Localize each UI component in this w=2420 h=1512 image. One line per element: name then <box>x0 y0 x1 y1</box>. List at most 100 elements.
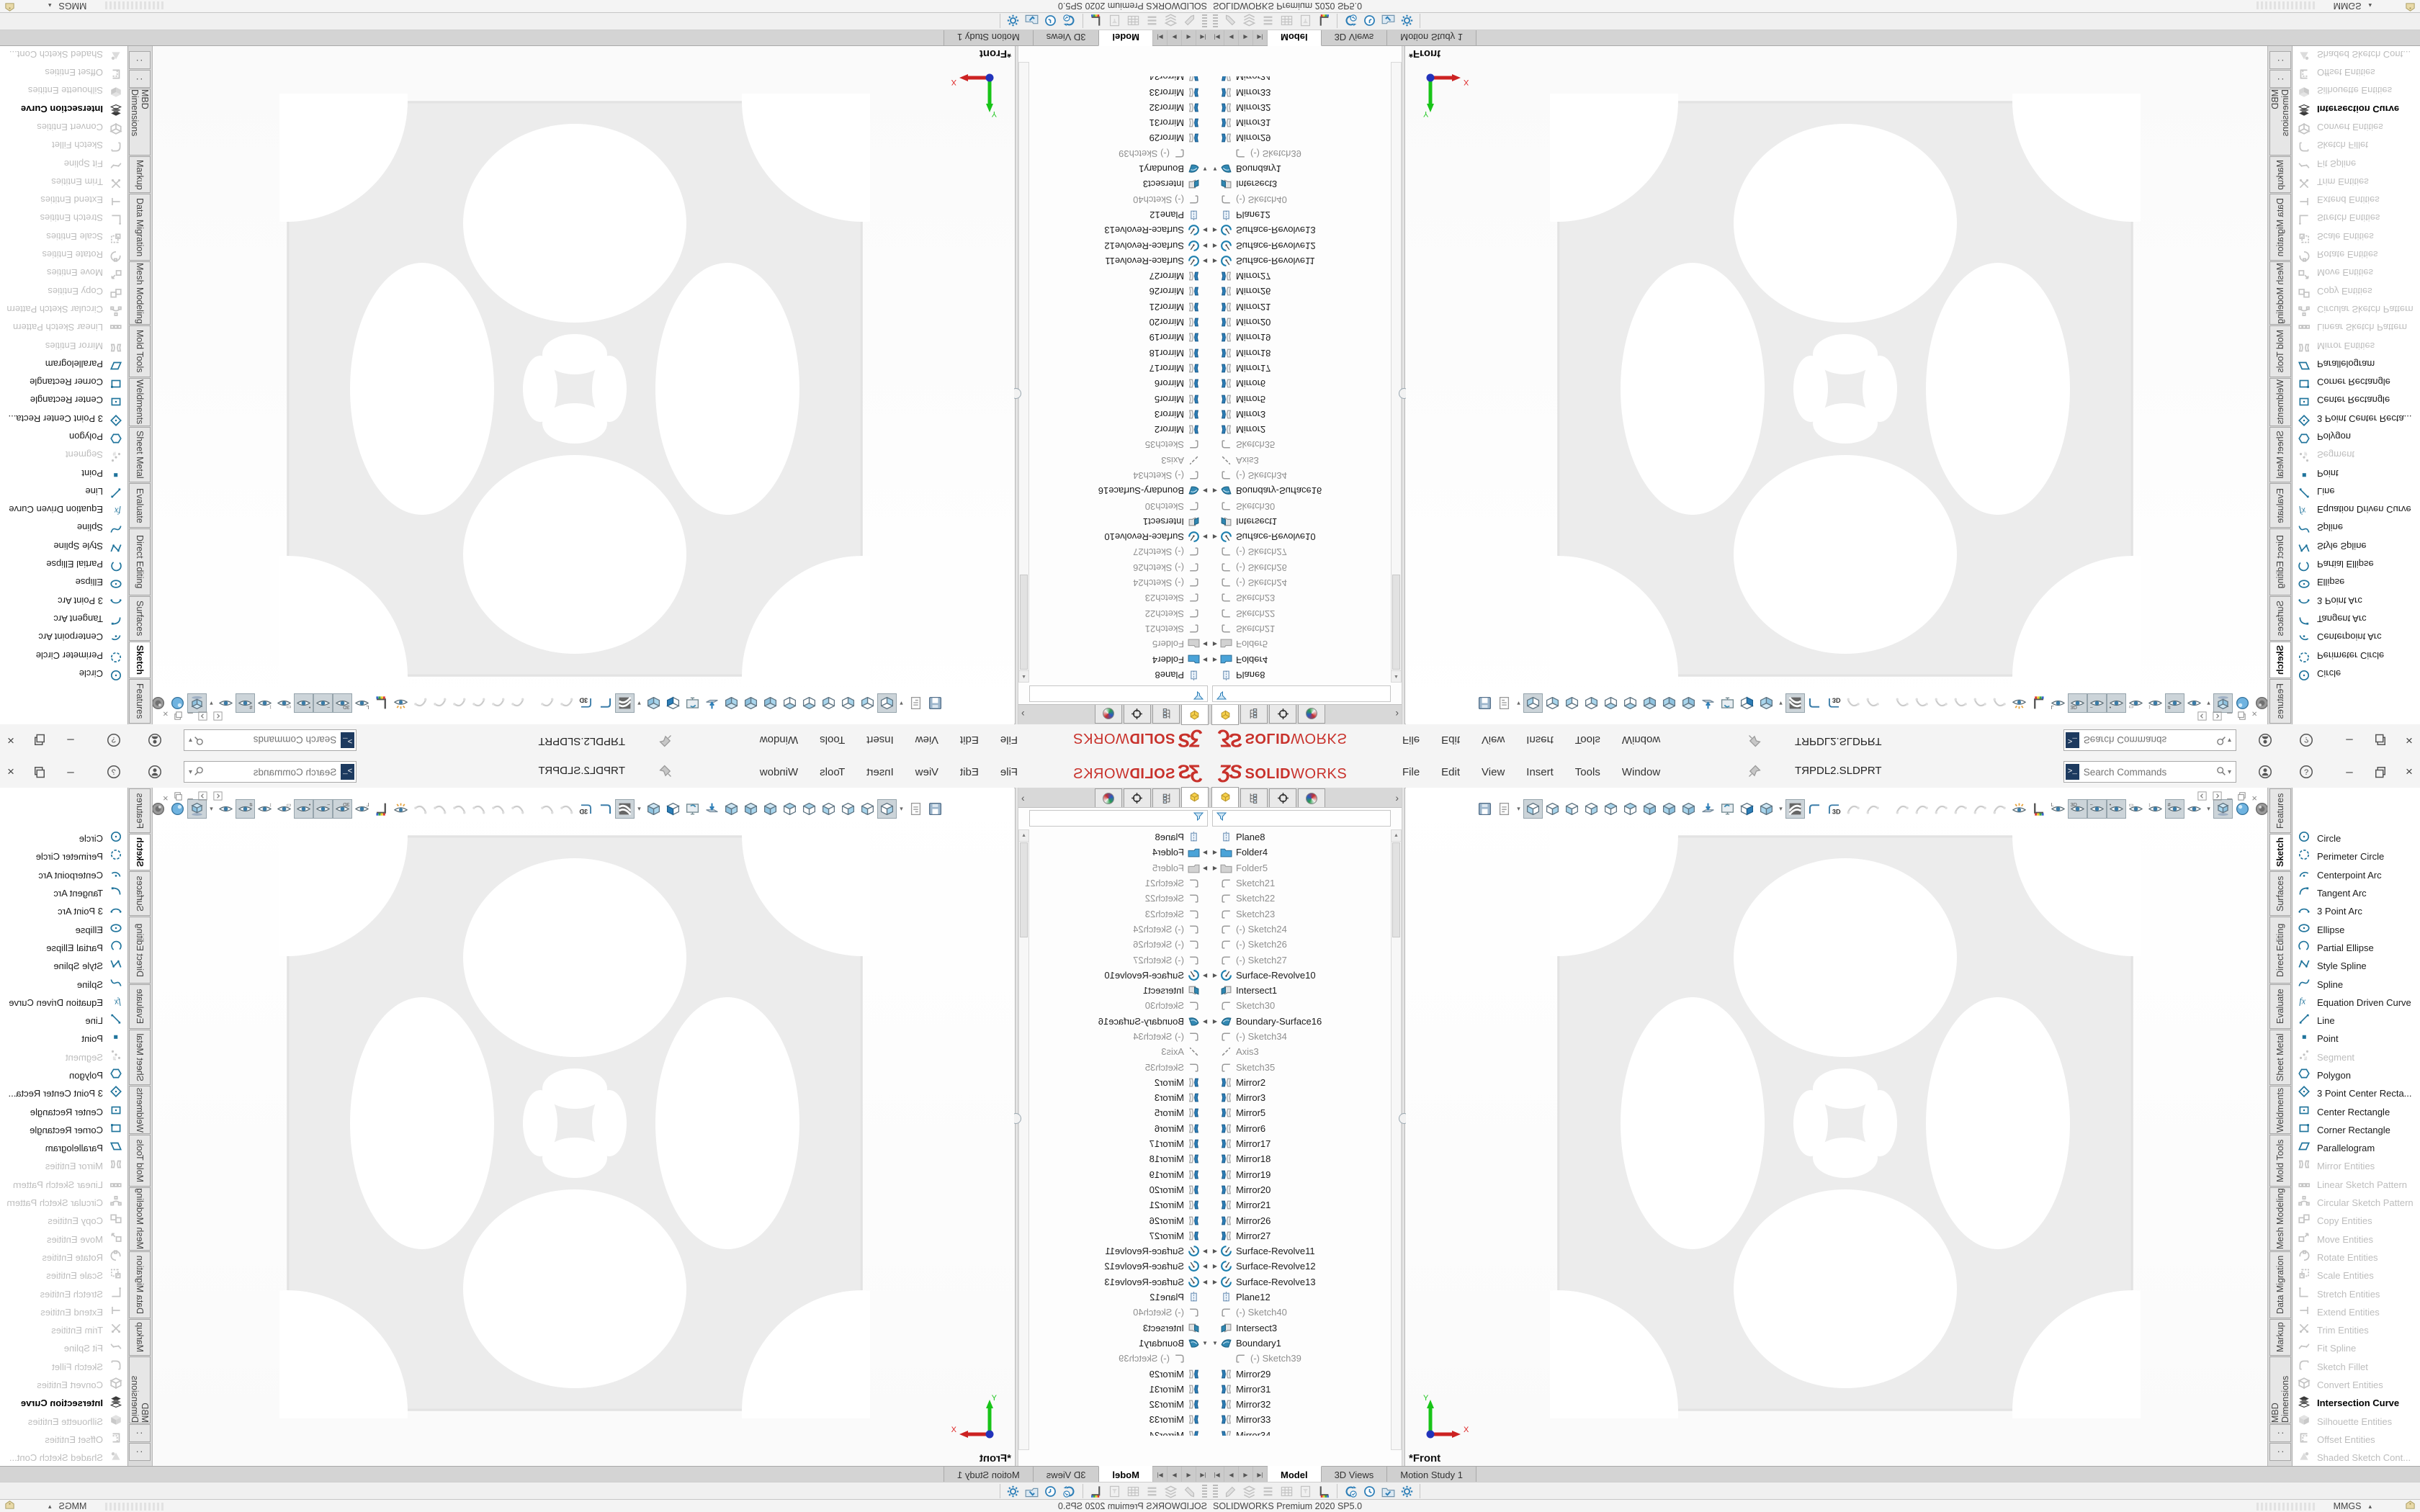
menu-item-intersection-curve[interactable]: Intersection Curve <box>2293 100 2420 118</box>
doc-tab-model[interactable]: Model <box>1098 30 1152 46</box>
menu-item-point[interactable]: Point <box>0 464 127 482</box>
tab-nav-button-2[interactable]: ▶ <box>1167 30 1181 45</box>
menu-item-extend-entities[interactable]: Extend Entities <box>2293 1303 2420 1321</box>
tree-row[interactable]: Mirror32 <box>1030 100 1210 115</box>
helix-ghost-icon[interactable] <box>1990 799 2009 819</box>
tree-row[interactable]: Sketch23 <box>1030 590 1210 606</box>
tree-row[interactable]: Plane8 <box>1030 667 1210 683</box>
view-axes-icon[interactable]: ↕ <box>255 693 274 713</box>
menu-item-view[interactable]: View <box>915 765 938 778</box>
tree-row[interactable]: ▶ Boundary-Surface16 <box>1210 1014 1390 1029</box>
command-tab-weldments[interactable]: Weldments <box>2269 1086 2291 1134</box>
tab-nav-button-3[interactable]: ▶| <box>1152 1467 1167 1482</box>
search-commands-box[interactable]: >_ ▾ <box>184 729 357 751</box>
hide-all-types-icon[interactable] <box>2184 693 2204 713</box>
command-tab--[interactable]: : <box>2269 1443 2291 1461</box>
menu-item-intersection-curve[interactable]: Intersection Curve <box>0 100 127 118</box>
view-dimetric-icon[interactable] <box>1679 693 1698 713</box>
menu-item-style-spline[interactable]: Style Spline <box>2293 537 2420 555</box>
doc-tab-model[interactable]: Model <box>1268 1466 1322 1482</box>
expand-arrow-icon[interactable]: ▶ <box>1202 257 1208 264</box>
view-back-icon[interactable] <box>1543 693 1562 713</box>
tag-icon[interactable] <box>2405 1500 2416 1512</box>
command-tab-evaluate[interactable]: Evaluate <box>2269 483 2291 528</box>
menu-item-centerpoint-arc[interactable]: Centerpoint Arc <box>2293 628 2420 646</box>
menu-item-fit-spline[interactable]: Fit Spline <box>0 1339 127 1357</box>
tree-row[interactable]: Mirror21 <box>1210 1197 1390 1212</box>
zebra-stripes-icon[interactable] <box>1785 799 1805 819</box>
markup-pen-icon[interactable] <box>1221 13 1240 29</box>
panel-splitter[interactable] <box>1010 46 1021 724</box>
command-tab-mbd-dimensions[interactable]: MBD Dimensions <box>129 1356 151 1423</box>
normal-to-icon[interactable] <box>1698 693 1718 713</box>
menu-item-edit[interactable]: Edit <box>959 765 979 778</box>
menu-item-window[interactable]: Window <box>1621 765 1661 778</box>
menu-item-perimeter-circle[interactable]: Perimeter Circle <box>0 646 127 664</box>
tree-row[interactable]: (-) Sketch34 <box>1210 1029 1390 1044</box>
help-button[interactable]: ? <box>104 731 123 750</box>
tree-row[interactable]: Intersect1 <box>1030 514 1210 529</box>
tree-row[interactable]: Plane8 <box>1210 829 1390 845</box>
units-selector[interactable]: MMGS <box>2333 1 2362 11</box>
tree-scrollbar[interactable]: ▲ <box>1391 829 1402 1450</box>
tree-row[interactable]: ▶ Surface-Revolve12 <box>1030 1259 1210 1274</box>
command-tab-mbd-dimensions[interactable]: MBD Dimensions <box>129 89 151 156</box>
menu-item-line[interactable]: Line <box>0 482 127 500</box>
tree-row[interactable]: Intersect3 <box>1210 176 1390 192</box>
perspective-icon[interactable] <box>557 693 576 713</box>
menu-item-spline[interactable]: Spline <box>2293 518 2420 536</box>
menu-item-segment[interactable]: # Segment <box>0 446 127 464</box>
tree-row[interactable]: Sketch23 <box>1030 906 1210 921</box>
units-caret-icon[interactable]: ▴ <box>48 2 52 10</box>
tree-row[interactable]: Mirror6 <box>1030 1121 1210 1136</box>
tree-row[interactable]: Sketch35 <box>1030 1059 1210 1074</box>
tree-row[interactable]: Mirror19 <box>1210 1167 1390 1182</box>
command-tab-mbd-dimensions[interactable]: MBD Dimensions <box>2269 1356 2291 1423</box>
restore-button[interactable] <box>2371 731 2390 750</box>
command-tab-data-migration[interactable]: Data Migration <box>2269 194 2291 261</box>
display-style-caret[interactable]: ▾ <box>1779 805 1783 812</box>
publish-document-icon[interactable] <box>906 799 926 819</box>
collapse-arrow-icon[interactable]: ▼ <box>1202 1339 1208 1346</box>
menu-item-tools[interactable]: Tools <box>820 734 846 747</box>
tree-row[interactable]: Mirror31 <box>1210 115 1390 130</box>
menu-item-insert[interactable]: Insert <box>1526 734 1554 747</box>
command-tab-sheet-metal[interactable]: Sheet Metal <box>2269 427 2291 482</box>
tree-row[interactable]: (-) Sketch40 <box>1210 192 1390 207</box>
tree-row[interactable]: Intersect3 <box>1030 1320 1210 1336</box>
render-sphere-icon[interactable] <box>2252 693 2272 713</box>
tree-row[interactable]: Mirror27 <box>1030 1228 1210 1243</box>
pin-icon[interactable] <box>658 764 673 778</box>
menu-item-move-entities[interactable]: Move Entities <box>2293 1230 2420 1248</box>
doc-tab-motion-study-1[interactable]: Motion Study 1 <box>1387 30 1476 45</box>
tree-row[interactable]: Mirror31 <box>1030 115 1210 130</box>
doc-tab-motion-study-1[interactable]: Motion Study 1 <box>1387 1467 1476 1482</box>
tree-row[interactable]: Sketch30 <box>1030 498 1210 513</box>
menu-item-file[interactable]: File <box>1000 734 1018 747</box>
layers-icon[interactable] <box>1240 13 1258 29</box>
tag-icon[interactable] <box>2405 0 2416 12</box>
mirror-ghost-icon[interactable] <box>430 693 449 713</box>
collapse-arrow-icon[interactable]: ▼ <box>1202 166 1208 173</box>
menu-item-circle[interactable]: Circle <box>0 665 127 683</box>
settings-gear-icon[interactable] <box>1004 1483 1023 1499</box>
normal-to-icon[interactable] <box>702 693 722 713</box>
menu-item-corner-rectangle[interactable]: Corner Rectangle <box>0 373 127 391</box>
doc-tab-model[interactable]: Model <box>1098 1466 1152 1482</box>
eye-flyout-caret[interactable]: ▾ <box>2207 805 2210 812</box>
menu-item-copy-entities[interactable]: Copy Entities <box>0 282 127 300</box>
view-back-icon[interactable] <box>858 799 877 819</box>
tree-row[interactable]: Intersect3 <box>1210 1320 1390 1336</box>
menu-item-3-point-arc[interactable]: 3 Point Arc <box>0 592 127 610</box>
menu-item-sketch-fillet[interactable]: Sketch Fillet <box>2293 136 2420 154</box>
tree-row[interactable]: Mirror18 <box>1210 345 1390 360</box>
reload-icon[interactable] <box>1341 1483 1360 1499</box>
search-caret-icon[interactable]: ▾ <box>2227 768 2231 776</box>
menu-item-tangent-arc[interactable]: Tangent Arc <box>0 884 127 902</box>
tree-row[interactable]: Plane12 <box>1030 1290 1210 1305</box>
menu-item-view[interactable]: View <box>915 734 938 747</box>
sketch-overlay-icon[interactable] <box>596 799 615 819</box>
layers-icon[interactable] <box>1162 13 1180 29</box>
doc-minimize-button[interactable]: – <box>2227 792 2233 804</box>
tree-row[interactable]: ▼ Boundary1 <box>1210 1336 1390 1351</box>
